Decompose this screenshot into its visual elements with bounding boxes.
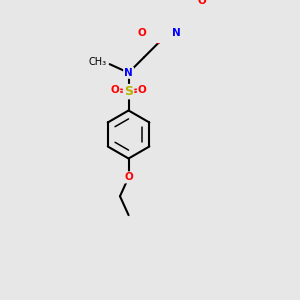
Text: O: O — [198, 0, 207, 6]
Text: O: O — [138, 28, 147, 38]
Text: O: O — [138, 85, 147, 95]
Text: O: O — [110, 85, 119, 95]
Text: N: N — [124, 68, 133, 78]
Text: CH₃: CH₃ — [88, 58, 106, 68]
Text: S: S — [124, 85, 133, 98]
Text: N: N — [172, 28, 181, 38]
Text: O: O — [124, 172, 133, 182]
